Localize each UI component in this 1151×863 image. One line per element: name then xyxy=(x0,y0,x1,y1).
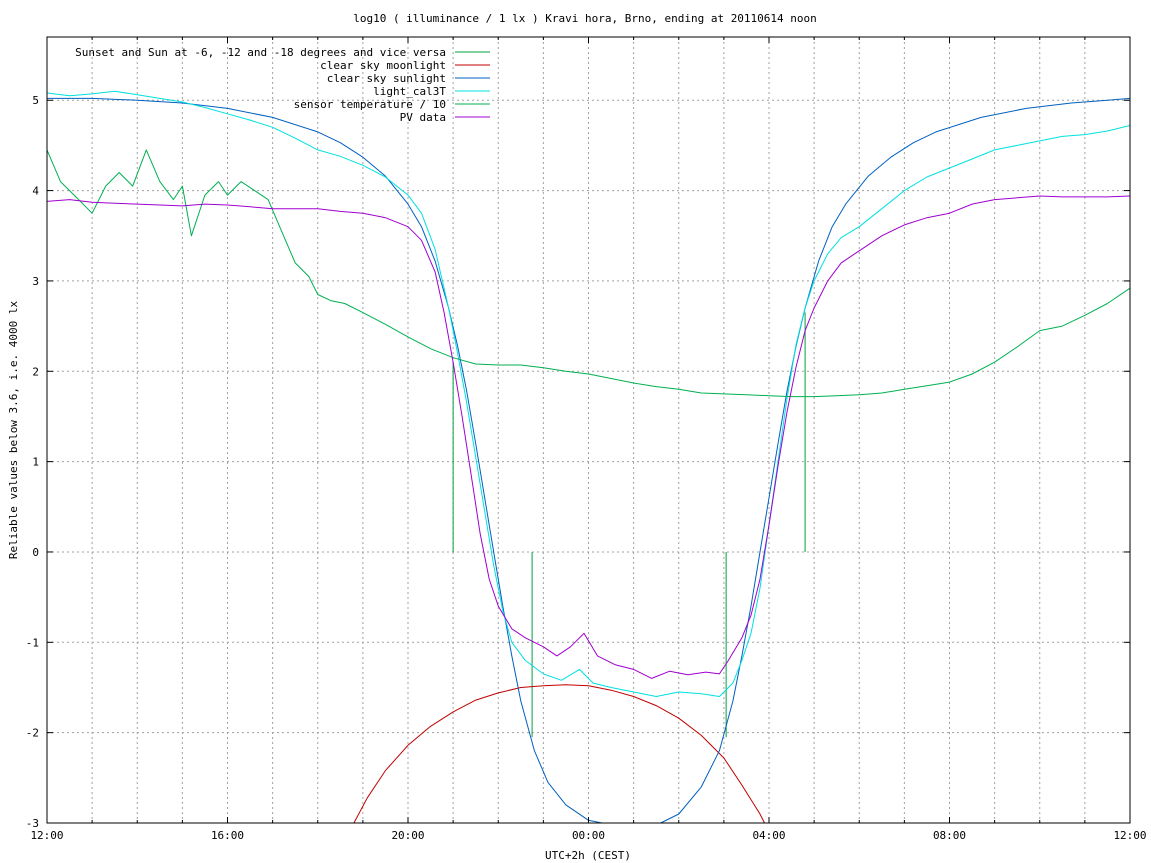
x-tick-label: 20:00 xyxy=(391,829,424,842)
legend-label: clear sky sunlight xyxy=(327,72,446,85)
y-tick-label: 2 xyxy=(32,365,39,378)
y-axis-label: Reliable values below 3.6, i.e. 4000 lx xyxy=(7,300,20,559)
y-tick-label: 0 xyxy=(32,546,39,559)
x-tick-label: 04:00 xyxy=(752,829,785,842)
chart-title: log10 ( illuminance / 1 lx ) Kravi hora,… xyxy=(353,12,817,25)
legend-label: light_cal3T xyxy=(373,85,446,98)
x-tick-label: 16:00 xyxy=(211,829,244,842)
y-tick-label: -1 xyxy=(26,636,39,649)
grid xyxy=(47,37,1130,823)
series-line xyxy=(46,149,1131,398)
x-tick-label: 08:00 xyxy=(933,829,966,842)
series-3 xyxy=(46,90,1131,697)
series-line xyxy=(353,684,765,824)
series-5 xyxy=(46,195,1131,679)
legend-label: PV data xyxy=(400,111,446,124)
plot-series xyxy=(46,90,1131,824)
series-line xyxy=(47,97,1131,824)
series-1 xyxy=(353,684,765,824)
y-tick-label: 5 xyxy=(32,94,39,107)
x-axis-label: UTC+2h (CEST) xyxy=(545,849,631,862)
legend-label: sensor temperature / 10 xyxy=(294,98,446,111)
series-2 xyxy=(47,97,1131,824)
y-tick-label: 1 xyxy=(32,456,39,469)
x-tick-label: 00:00 xyxy=(572,829,605,842)
y-tick-label: 4 xyxy=(32,185,39,198)
series-0 xyxy=(452,312,806,738)
series-line xyxy=(46,195,1131,679)
legend: Sunset and Sun at -6, -12 and -18 degree… xyxy=(75,46,490,124)
x-tick-label: 12:00 xyxy=(1113,829,1146,842)
y-tick-label: -2 xyxy=(26,727,39,740)
legend-label: clear sky moonlight xyxy=(320,59,446,72)
plot-frame xyxy=(46,36,1131,824)
series-4 xyxy=(46,149,1131,398)
y-tick-label: 3 xyxy=(32,275,39,288)
y-tick-label: -3 xyxy=(26,817,39,830)
series-line xyxy=(46,90,1131,697)
x-tick-label: 12:00 xyxy=(30,829,63,842)
legend-label: Sunset and Sun at -6, -12 and -18 degree… xyxy=(75,46,446,59)
